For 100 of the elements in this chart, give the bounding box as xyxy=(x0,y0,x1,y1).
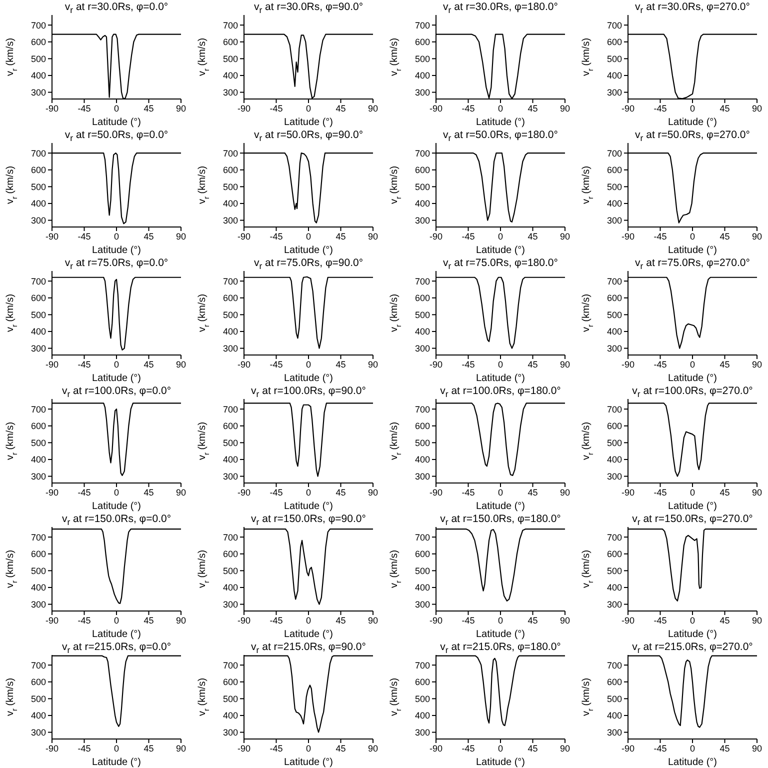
x-tick-label: -90 xyxy=(45,103,59,114)
y-tick-label: 400 xyxy=(606,454,622,465)
x-tick-label: 45 xyxy=(336,103,346,114)
y-tick-label: 600 xyxy=(414,549,430,560)
x-tick-label: -45 xyxy=(462,359,475,370)
chart-title: v$_{r}$ at r=100.0Rs, φ=0.0° xyxy=(60,384,172,402)
y-tick-label: 600 xyxy=(30,293,46,304)
x-tick-label: 0 xyxy=(114,743,120,754)
x-axis-title: Latitude (°) xyxy=(284,629,334,640)
y-tick-label: 600 xyxy=(414,165,430,176)
x-tick-label: -90 xyxy=(45,743,59,754)
chart-title: v$_{r}$ at r=150.0Rs, φ=90.0° xyxy=(250,512,367,530)
y-tick-label: 600 xyxy=(222,293,238,304)
x-tick-label: 45 xyxy=(144,103,154,114)
x-tick-label: -90 xyxy=(621,103,635,114)
y-tick-label: 300 xyxy=(414,471,430,482)
y-tick-label: 400 xyxy=(606,326,622,337)
x-tick-label: 90 xyxy=(368,487,378,498)
x-axis-title: Latitude (°) xyxy=(668,245,718,256)
y-tick-label: 300 xyxy=(222,343,238,354)
y-tick-label: 500 xyxy=(222,566,238,576)
y-tick-label: 500 xyxy=(606,310,622,320)
x-tick-label: -45 xyxy=(270,615,283,626)
x-tick-label: -45 xyxy=(654,359,667,370)
x-tick-label: -45 xyxy=(270,231,283,242)
y-tick-label: 700 xyxy=(606,532,622,542)
y-tick-label: 300 xyxy=(30,471,46,482)
x-tick-label: -45 xyxy=(78,231,91,242)
y-tick-label: 600 xyxy=(222,677,238,688)
x-tick-label: 45 xyxy=(528,743,538,754)
x-tick-label: 0 xyxy=(690,359,696,370)
y-tick-label: 500 xyxy=(414,54,430,64)
y-tick-label: 600 xyxy=(414,421,430,432)
x-tick-label: 0 xyxy=(690,487,696,498)
y-tick-label: 300 xyxy=(222,215,238,226)
x-tick-label: 0 xyxy=(114,231,120,242)
x-tick-label: -90 xyxy=(237,615,251,626)
y-tick-label: 700 xyxy=(414,404,430,414)
chart-title: v$_{r}$ at r=150.0Rs, φ=0.0° xyxy=(60,512,172,530)
y-tick-label: 500 xyxy=(606,694,622,704)
y-tick-label: 300 xyxy=(222,599,238,610)
x-tick-label: 45 xyxy=(144,615,154,626)
y-tick-label: 700 xyxy=(222,20,238,30)
y-tick-label: 500 xyxy=(222,182,238,192)
chart-title: v$_{r}$ at r=100.0Rs, φ=270.0° xyxy=(631,384,754,402)
x-tick-label: -45 xyxy=(270,103,283,114)
x-tick-label: 45 xyxy=(144,359,154,370)
chart-title: v$_{r}$ at r=215.0Rs, φ=90.0° xyxy=(250,640,367,658)
x-axis-title: Latitude (°) xyxy=(476,245,526,256)
y-tick-label: 400 xyxy=(222,326,238,337)
x-axis-title: Latitude (°) xyxy=(284,245,334,256)
y-tick-label: 700 xyxy=(30,660,46,670)
y-tick-label: 400 xyxy=(606,582,622,593)
chart-title: v$_{r}$ at r=50.0Rs, φ=0.0° xyxy=(64,128,170,146)
y-tick-label: 400 xyxy=(30,710,46,721)
x-axis-title: Latitude (°) xyxy=(92,373,142,384)
x-tick-label: -45 xyxy=(654,231,667,242)
y-tick-label: 700 xyxy=(222,404,238,414)
chart-title: v$_{r}$ at r=75.0Rs, φ=90.0° xyxy=(252,256,364,274)
x-tick-label: 45 xyxy=(528,103,538,114)
y-tick-label: 700 xyxy=(30,20,46,30)
y-tick-label: 300 xyxy=(414,599,430,610)
y-tick-label: 500 xyxy=(222,310,238,320)
x-tick-label: -45 xyxy=(78,487,91,498)
x-tick-label: 0 xyxy=(498,487,504,498)
x-tick-label: 90 xyxy=(752,103,762,114)
x-tick-label: -90 xyxy=(621,359,635,370)
x-tick-label: 90 xyxy=(752,231,762,242)
x-tick-label: 0 xyxy=(306,743,312,754)
y-tick-label: 700 xyxy=(222,148,238,158)
y-tick-label: 500 xyxy=(30,566,46,576)
y-tick-label: 300 xyxy=(30,727,46,738)
y-tick-label: 700 xyxy=(414,276,430,286)
y-tick-label: 700 xyxy=(222,532,238,542)
x-tick-label: -45 xyxy=(462,743,475,754)
y-tick-label: 500 xyxy=(414,310,430,320)
y-tick-label: 300 xyxy=(606,87,622,98)
x-axis-title: Latitude (°) xyxy=(92,117,142,128)
y-tick-label: 400 xyxy=(222,198,238,209)
x-tick-label: 45 xyxy=(144,231,154,242)
x-tick-label: -90 xyxy=(237,359,251,370)
y-tick-label: 300 xyxy=(414,215,430,226)
y-tick-label: 400 xyxy=(414,710,430,721)
x-tick-label: 90 xyxy=(752,615,762,626)
y-tick-label: 600 xyxy=(606,549,622,560)
x-tick-label: 90 xyxy=(176,615,186,626)
x-tick-label: -90 xyxy=(45,487,59,498)
y-tick-label: 700 xyxy=(30,532,46,542)
x-tick-label: -90 xyxy=(621,743,635,754)
x-tick-label: 45 xyxy=(336,615,346,626)
y-tick-label: 700 xyxy=(606,20,622,30)
y-tick-label: 600 xyxy=(222,165,238,176)
x-tick-label: 45 xyxy=(336,487,346,498)
y-tick-label: 700 xyxy=(606,660,622,670)
x-tick-label: -45 xyxy=(78,615,91,626)
x-axis-title: Latitude (°) xyxy=(284,117,334,128)
x-tick-label: 0 xyxy=(306,487,312,498)
chart-title: v$_{r}$ at r=30.0Rs, φ=270.0° xyxy=(634,0,751,18)
x-tick-label: -90 xyxy=(45,615,59,626)
x-tick-label: 90 xyxy=(560,743,570,754)
